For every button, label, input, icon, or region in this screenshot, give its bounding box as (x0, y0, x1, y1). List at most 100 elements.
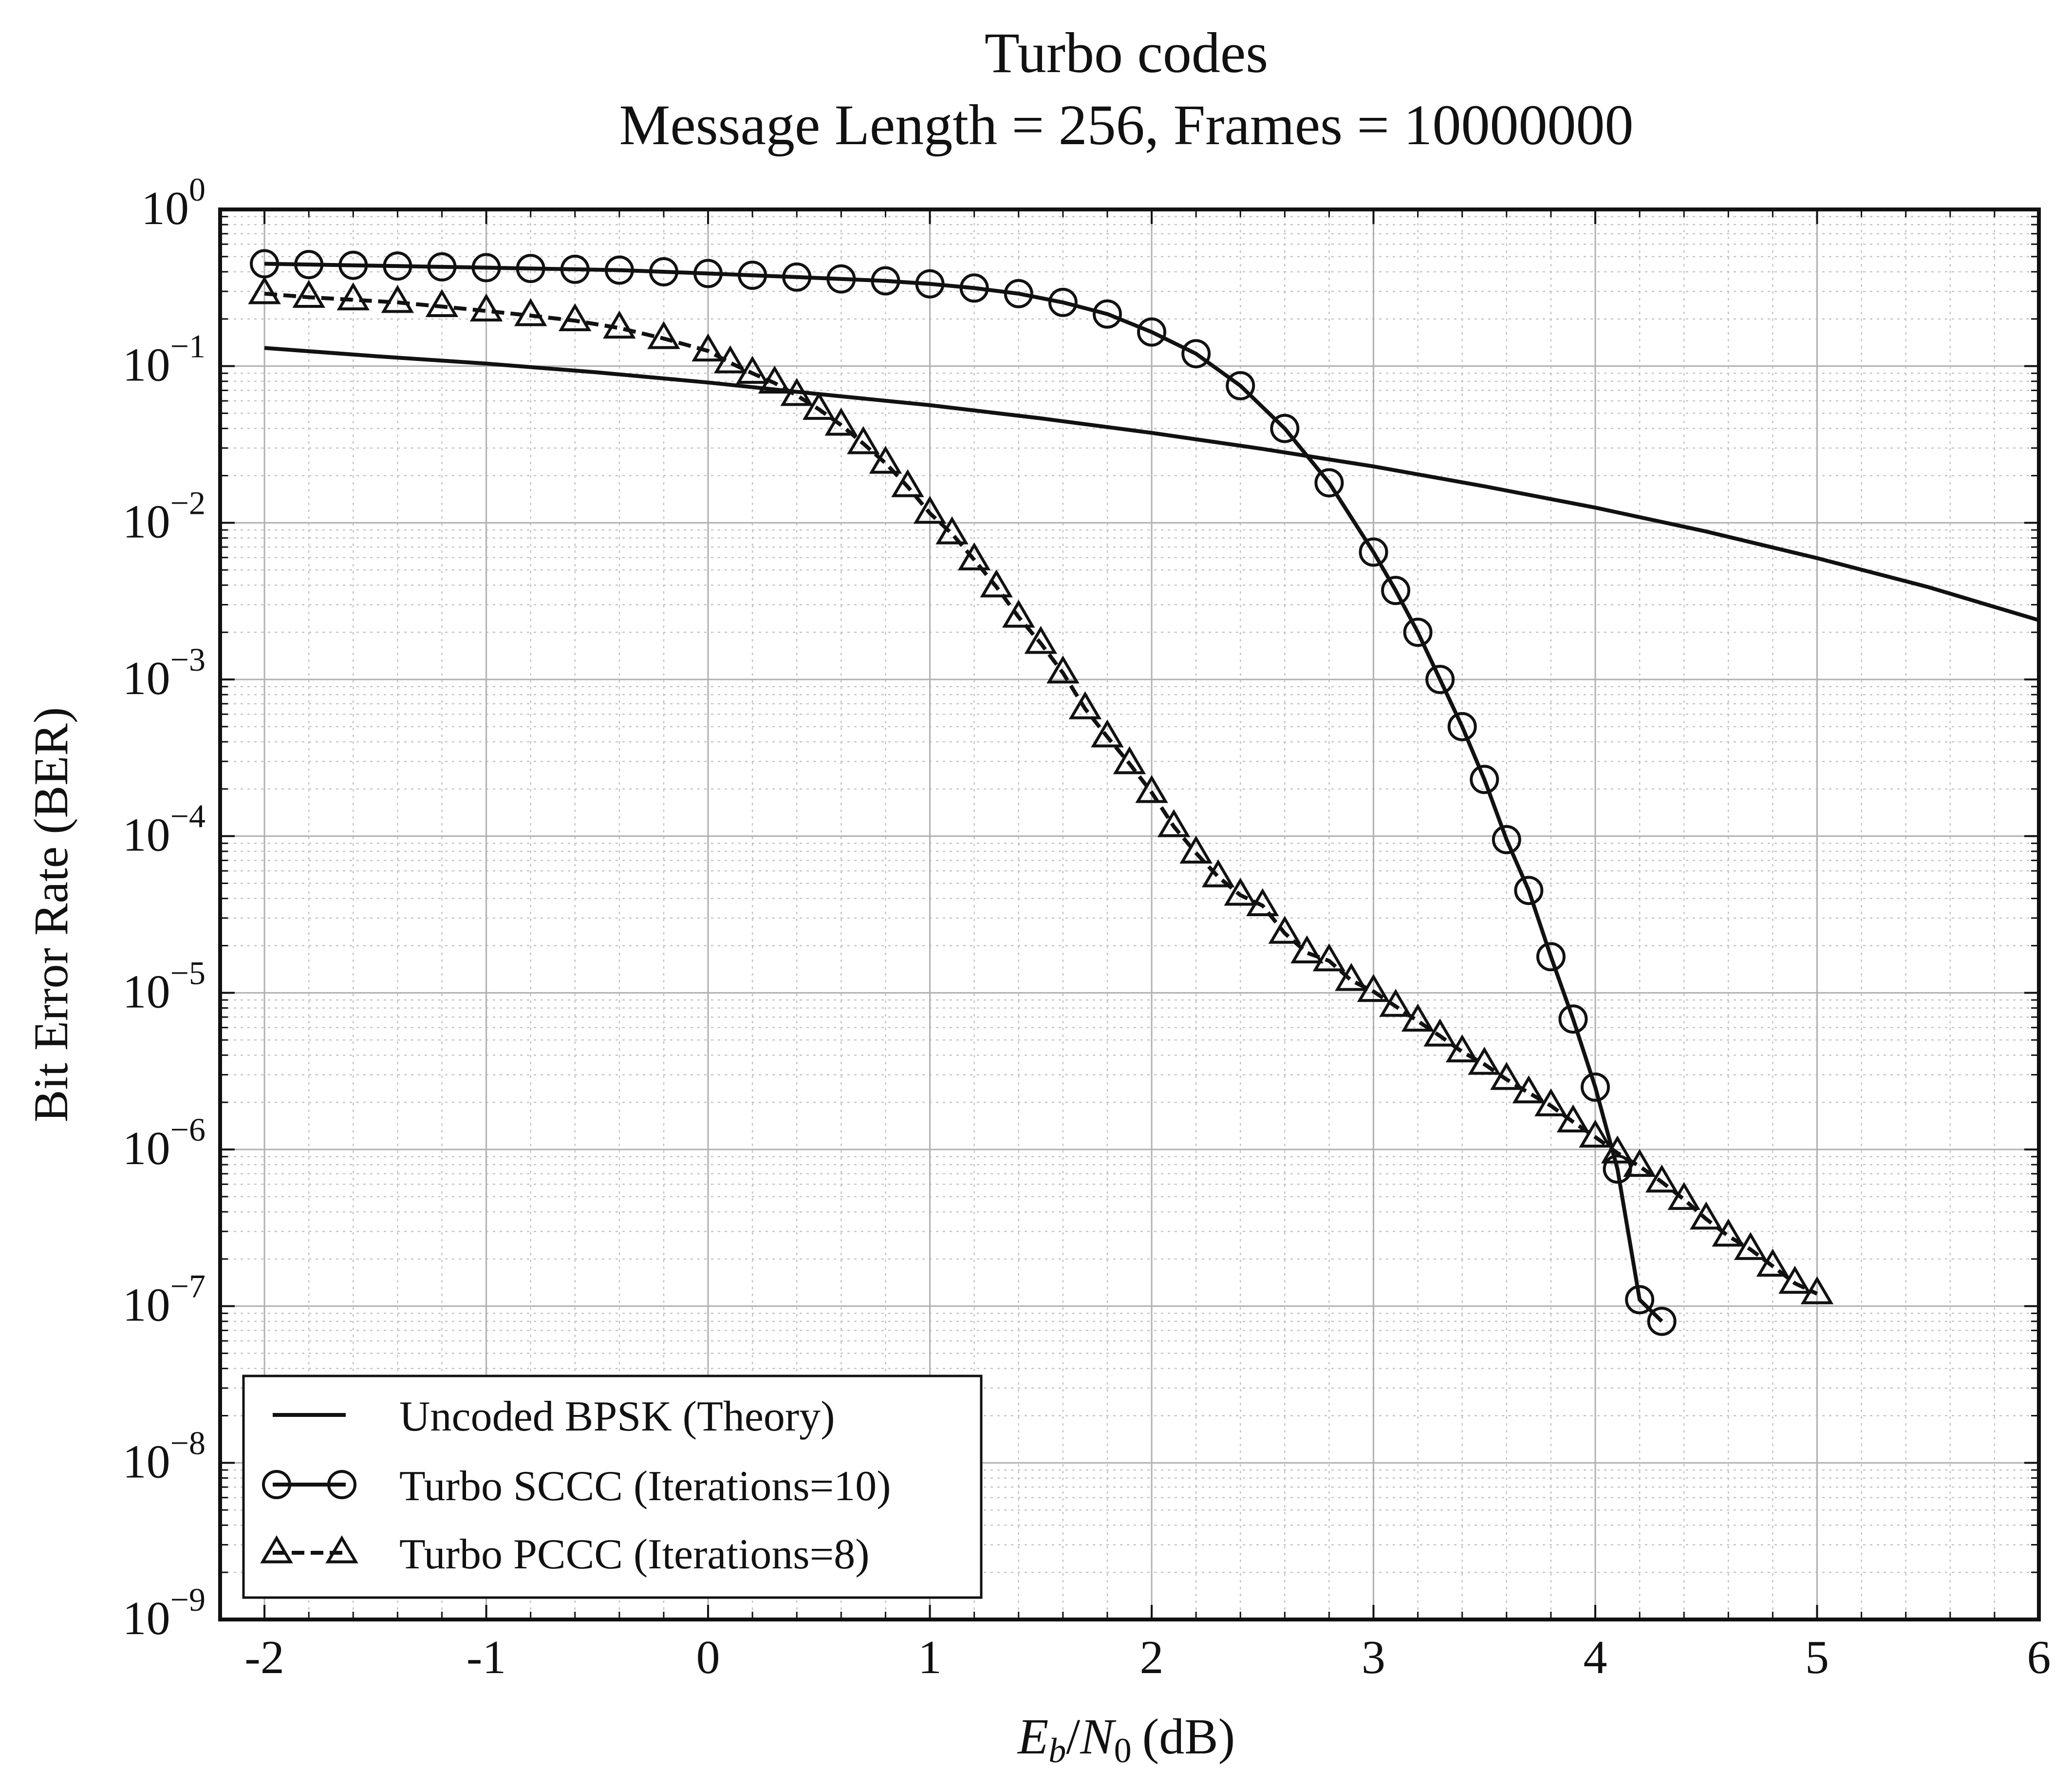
legend-entry: Turbo PCCC (Iterations=8) (260, 1531, 870, 1578)
x-tick-label: -1 (467, 1631, 506, 1684)
data-point-circle (1048, 287, 1078, 317)
x-axis-label: Eb/N0 (dB) (1017, 1709, 1235, 1770)
x-tick-label: 0 (696, 1631, 720, 1684)
data-point-triangle (1712, 1218, 1745, 1247)
data-point-circle (427, 252, 457, 282)
data-point-triangle (1468, 1047, 1501, 1075)
data-point-triangle (1113, 746, 1146, 774)
legend-label: Uncoded BPSK (Theory) (399, 1393, 835, 1440)
data-point-circle (1536, 942, 1566, 972)
data-point-triangle (292, 280, 325, 308)
data-point-triangle (1335, 962, 1368, 991)
data-point-circle (915, 269, 945, 299)
data-point-triangle (1756, 1248, 1790, 1277)
data-point-circle (738, 261, 767, 290)
x-tick-label: 1 (918, 1631, 942, 1684)
data-point-triangle (869, 446, 902, 474)
y-tick-label: 10−5 (123, 954, 205, 1018)
data-point-triangle (1800, 1276, 1834, 1304)
series-line (264, 346, 2040, 622)
data-point-triangle (1490, 1062, 1523, 1090)
data-point-triangle (425, 289, 459, 317)
x-label-zero: 0 (1114, 1731, 1132, 1770)
data-point-triangle (1579, 1119, 1612, 1148)
x-label-b: b (1048, 1731, 1066, 1770)
y-tick-label: 10−8 (123, 1424, 205, 1488)
data-point-triangle (1179, 835, 1213, 864)
data-point-triangle (1157, 809, 1191, 837)
data-point-circle (649, 257, 678, 287)
y-tick-exponent: 0 (189, 171, 205, 208)
data-point-triangle (1224, 877, 1257, 906)
data-point-triangle (780, 377, 814, 406)
y-tick-base: 10 (123, 339, 170, 392)
y-tick-label: 10−9 (123, 1581, 205, 1645)
data-point-circle (1581, 1072, 1610, 1102)
data-point-triangle (1357, 974, 1390, 1002)
y-tick-exponent: −1 (170, 328, 205, 365)
y-tick-base: 10 (123, 1435, 170, 1488)
data-point-circle (262, 1470, 291, 1499)
y-tick-label: 10−7 (123, 1268, 205, 1332)
legend-entries: Uncoded BPSK (Theory) Turbo SCCC (Iterati… (260, 1393, 891, 1578)
x-tick-label: -2 (244, 1631, 284, 1684)
y-tick-base: 10 (123, 1279, 170, 1332)
data-point-circle (826, 264, 856, 294)
series-line (264, 291, 1818, 1296)
x-tick-labels: -2 -1 0 1 2 3 4 5 6 (244, 1631, 2051, 1684)
data-point-circle (1092, 299, 1122, 329)
y-tick-base: 10 (123, 1122, 170, 1175)
data-point-triangle (1623, 1149, 1656, 1177)
data-point-triangle (913, 495, 947, 524)
data-point-circle (1558, 1004, 1588, 1034)
data-point-triangle (603, 310, 636, 339)
series-line (264, 262, 1663, 1323)
y-tick-base: 10 (123, 495, 170, 548)
y-tick-exponent: −7 (170, 1268, 205, 1305)
data-point-triangle (1201, 859, 1235, 887)
data-point-triangle (260, 1535, 293, 1563)
data-point-triangle (647, 321, 680, 349)
data-point-triangle (1601, 1135, 1634, 1164)
data-point-circle (693, 259, 723, 288)
data-point-triangle (1312, 943, 1346, 972)
data-point-circle (1647, 1306, 1677, 1336)
y-tick-label: 10−4 (123, 798, 205, 862)
data-point-circle (1447, 712, 1477, 741)
y-tick-exponent: −8 (170, 1424, 205, 1461)
data-point-circle (338, 250, 368, 280)
legend-box (242, 1375, 983, 1599)
data-point-triangle (803, 392, 836, 420)
y-tick-label: 10−1 (123, 328, 205, 392)
x-tick-label: 3 (1362, 1631, 1385, 1684)
data-point-circle (471, 253, 501, 282)
legend-entry: Uncoded BPSK (Theory) (273, 1393, 835, 1440)
y-tick-label: 10−3 (123, 641, 205, 705)
data-point-circle (1270, 414, 1300, 443)
y-tick-label: 10−6 (123, 1111, 205, 1175)
data-point-circle (604, 255, 634, 285)
data-point-triangle (248, 276, 281, 304)
y-tick-label: 10−2 (123, 484, 205, 548)
data-point-triangle (1046, 655, 1080, 684)
series-triangle (248, 276, 1834, 1304)
data-point-triangle (1423, 1018, 1456, 1047)
series-circle (250, 249, 1677, 1336)
y-tick-base: 10 (123, 809, 170, 862)
legend-entry: Turbo SCCC (Iterations=10) (262, 1463, 891, 1510)
data-point-circle (560, 254, 590, 284)
data-point-circle (1314, 468, 1344, 498)
data-point-triangle (824, 407, 858, 436)
data-point-triangle (1379, 989, 1412, 1017)
legend-label: Turbo PCCC (Iterations=8) (399, 1531, 870, 1578)
data-point-triangle (1002, 600, 1035, 628)
data-point-triangle (469, 293, 503, 321)
data-point-triangle (1734, 1232, 1767, 1260)
data-point-triangle (713, 345, 747, 374)
data-point-triangle (758, 365, 791, 394)
data-point-triangle (336, 282, 370, 311)
x-label-unit: (dB) (1142, 1709, 1235, 1765)
data-point-triangle (1445, 1034, 1479, 1063)
y-tick-exponent: −4 (170, 798, 205, 835)
